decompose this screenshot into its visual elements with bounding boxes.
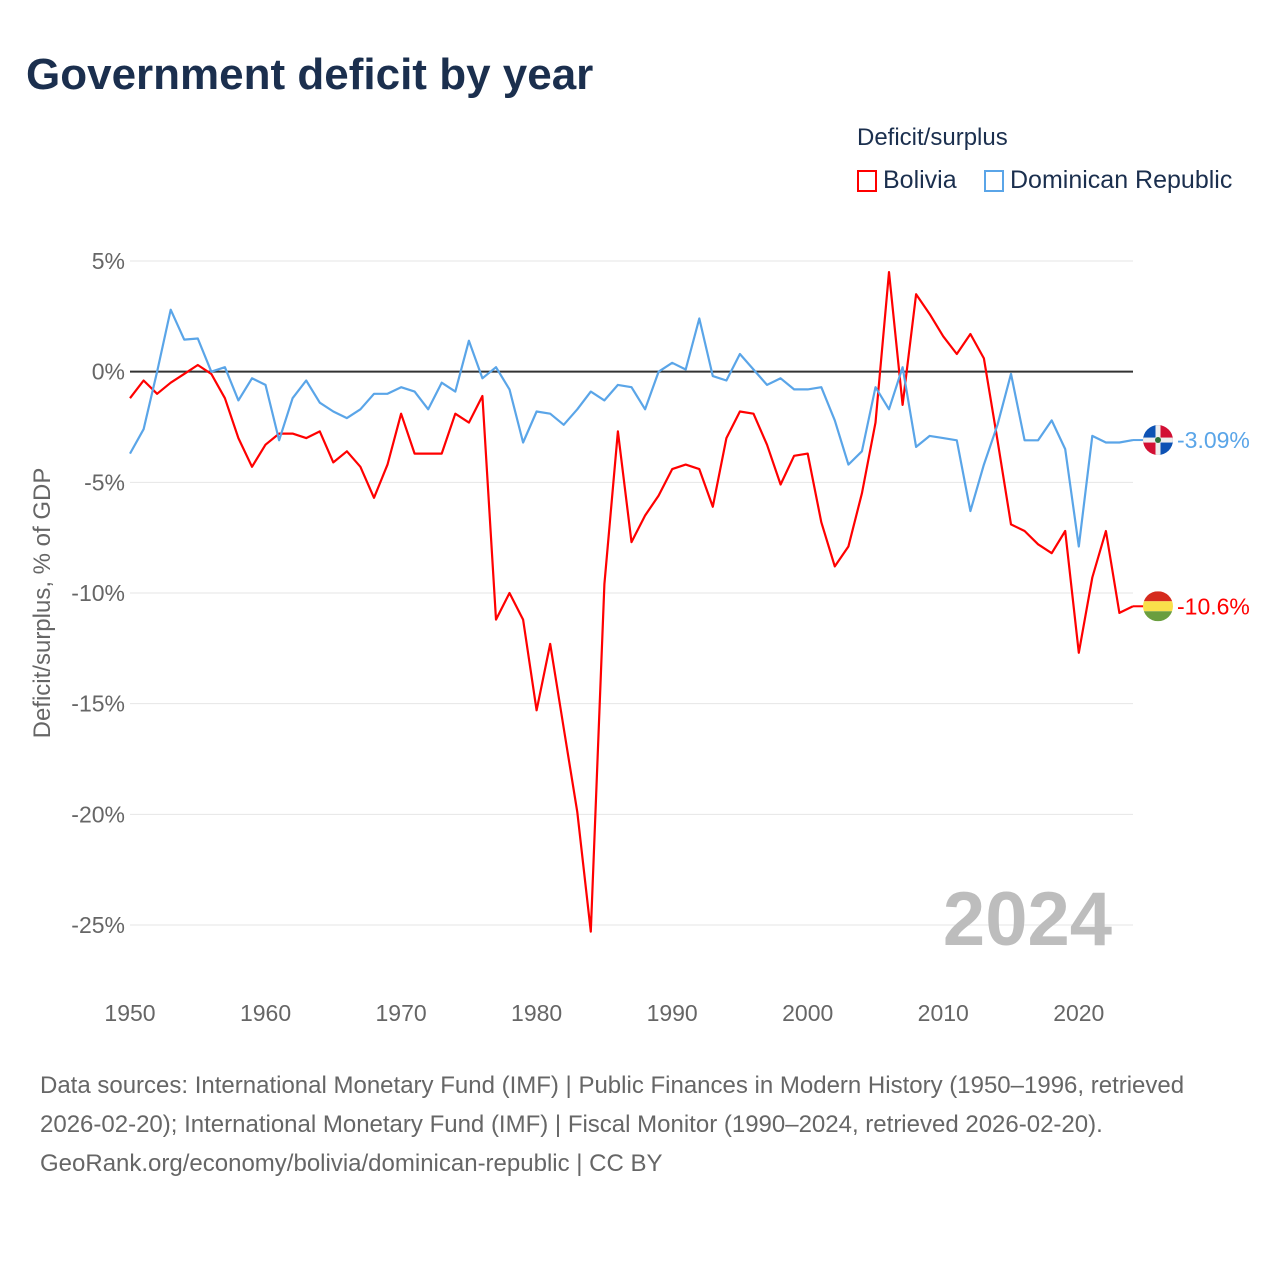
bolivia-flag-icon [1143,591,1173,622]
x-tick-label: 2020 [1053,1000,1104,1026]
y-tick-label: -5% [84,469,125,495]
line-chart: 5% 0% -5% -10% -15% -20% -25% 1950 1960 1970 1980… [29,248,1250,1026]
x-tick-label: 1980 [511,1000,562,1026]
legend-label: Dominican Republic [1010,166,1233,194]
footer: Data sources: International Monetary Fun… [40,1066,1240,1183]
year-watermark: 2024 [943,877,1112,962]
y-tick-label: 0% [92,359,125,385]
legend-swatch-bolivia [857,169,877,192]
end-labels: -10.6% -3.09% [1133,425,1250,622]
y-axis-ticks: 5% 0% -5% -10% -15% -20% -25% [71,248,125,938]
y-tick-label: -25% [71,912,125,938]
series-line-bolivia[interactable] [129,271,1134,933]
y-tick-label: -20% [71,801,125,827]
chart-title: Government deficit by year [26,50,594,99]
x-axis-ticks: 1950 1960 1970 1980 1990 2000 2010 2020 [104,1000,1104,1026]
credit-link[interactable]: GeoRank.org/economy/bolivia/dominican-re… [40,1150,663,1177]
series-lines [129,271,1134,933]
legend-item-dominican-republic[interactable]: Dominican Republic [984,166,1232,195]
end-value-label: -10.6% [1177,593,1250,619]
x-tick-label: 2000 [782,1000,833,1026]
y-axis-label: Deficit/surplus, % of GDP [29,468,56,739]
grid [130,260,1133,926]
legend-label: Bolivia [883,166,957,194]
x-tick-label: 1990 [647,1000,698,1026]
data-sources: Data sources: International Monetary Fun… [40,1072,1185,1138]
end-value-label: -3.09% [1177,427,1250,453]
x-tick-label: 1970 [375,1000,426,1026]
legend-swatch-dominican-republic [984,169,1004,192]
y-tick-label: -15% [71,691,125,717]
series-line-dominican-republic[interactable] [129,308,1134,548]
y-tick-label: 5% [92,248,125,274]
x-tick-label: 1960 [240,1000,291,1026]
legend-item-bolivia[interactable]: Bolivia [857,166,957,195]
legend-title: Deficit/surplus [857,124,1008,151]
dominican-republic-flag-icon [1143,425,1173,456]
x-tick-label: 2010 [918,1000,969,1026]
x-tick-label: 1950 [104,1000,155,1026]
y-tick-label: -10% [71,580,125,606]
